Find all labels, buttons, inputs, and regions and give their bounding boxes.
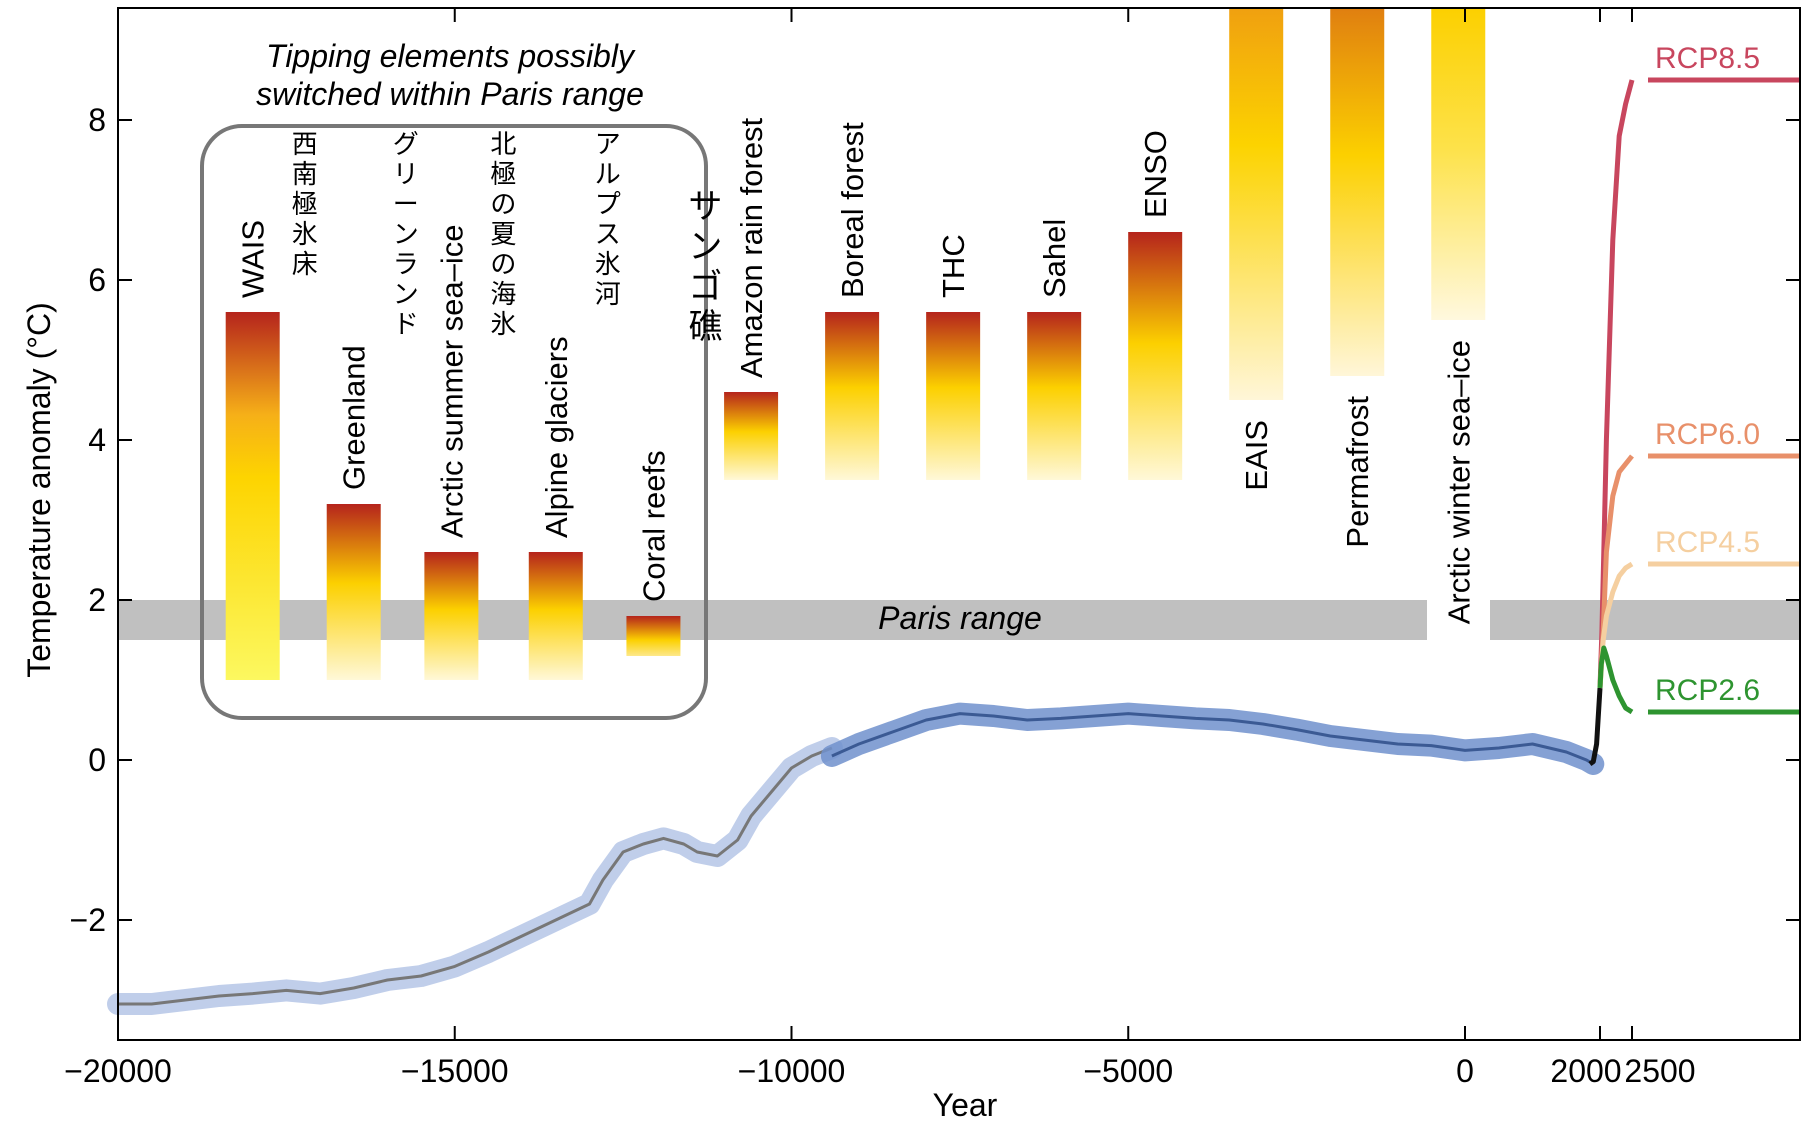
tipping-element-label: Arctic summer sea–ice (434, 224, 469, 538)
y-tick-label: 6 (88, 262, 106, 298)
tipping-bar (926, 312, 981, 480)
box-title: Tipping elements possibly switched within… (256, 38, 644, 112)
tipping-bars-layer (200, 8, 1486, 720)
x-tick-label: 0 (1456, 1053, 1474, 1089)
tipping-bar (626, 616, 681, 656)
x-tick-label: −10000 (738, 1053, 846, 1089)
tipping-bar (1128, 232, 1183, 480)
tipping-element-jp-label: サンゴ礁 (688, 187, 722, 347)
series-line (831, 712, 1595, 766)
paris-range-band (118, 600, 1427, 640)
tipping-element-label: EAIS (1239, 420, 1274, 491)
tipping-bar (528, 552, 583, 680)
tipping-bar (1431, 8, 1486, 320)
tipping-element-jp-label: 北極の夏の海氷 (490, 130, 516, 340)
paris-tipping-box (200, 124, 708, 720)
tipping-element-label: THC (936, 234, 971, 298)
labels-layer: WAIS 西南極氷床 Greenland グリーンランド Arctic summer s… (21, 38, 1760, 1123)
tipping-element-label: Permafrost (1340, 396, 1375, 548)
series-line (1597, 561, 1634, 689)
tipping-element-label: WAIS (236, 220, 271, 298)
y-tick-label: 2 (88, 582, 106, 618)
series-name-label: RCP8.5 (1655, 42, 1760, 75)
tipping-element-label: Coral reefs (636, 450, 671, 602)
y-axis-title: Temperature anomaly (°C) (21, 302, 57, 678)
x-tick-label: 2500 (1624, 1053, 1695, 1089)
series-uncertainty-band (820, 702, 1605, 775)
axes-frame-layer (117, 7, 1801, 1041)
tipping-element-label: ENSO (1138, 130, 1173, 218)
series-name-label: RCP6.0 (1655, 418, 1760, 451)
tipping-element-label: Amazon rain forest (734, 117, 769, 378)
tipping-bar (1229, 8, 1284, 400)
series-name-label: RCP2.6 (1655, 674, 1760, 707)
tipping-bar (1330, 8, 1385, 376)
y-tick-label: −2 (70, 902, 106, 938)
tipping-bar (225, 312, 280, 680)
plot-frame (117, 7, 1801, 1041)
paris-range-band (1490, 600, 1800, 640)
series-name-label: RCP4.5 (1655, 526, 1760, 559)
tipping-bar (424, 552, 479, 680)
y-tick-label: 4 (88, 422, 106, 458)
tipping-element-jp-label: アルプス氷河 (595, 130, 621, 310)
tipping-element-label: Alpine glaciers (539, 336, 574, 538)
series-layer (107, 77, 1800, 1015)
x-axis-title: Year (933, 1087, 998, 1123)
tipping-element-label: Greenland (337, 345, 372, 490)
y-tick-label: 8 (88, 102, 106, 138)
x-tick-label: −5000 (1083, 1053, 1173, 1089)
series-line (1597, 645, 1634, 715)
tipping-element-label: Boreal forest (835, 122, 870, 298)
tipping-element-label: Sahel (1037, 219, 1072, 298)
tipping-element-jp-label: 西南極氷床 (292, 130, 318, 280)
tipping-element-label: Arctic winter sea–ice (1441, 340, 1476, 624)
series-uncertainty-band (107, 737, 843, 1015)
tipping-bar (1027, 312, 1082, 480)
tipping-bar (326, 504, 381, 680)
series-line (118, 746, 833, 1006)
tipping-element-jp-label: グリーンランド (393, 130, 419, 340)
x-tick-label: −15000 (401, 1053, 509, 1089)
paris-range-label: Paris range (878, 600, 1042, 636)
tipping-bar (825, 312, 880, 480)
tipping-bar (724, 392, 779, 480)
y-tick-label: 0 (88, 742, 106, 778)
x-tick-label: 2000 (1550, 1053, 1621, 1089)
series-line (1588, 687, 1603, 767)
x-tick-label: −20000 (64, 1053, 172, 1089)
